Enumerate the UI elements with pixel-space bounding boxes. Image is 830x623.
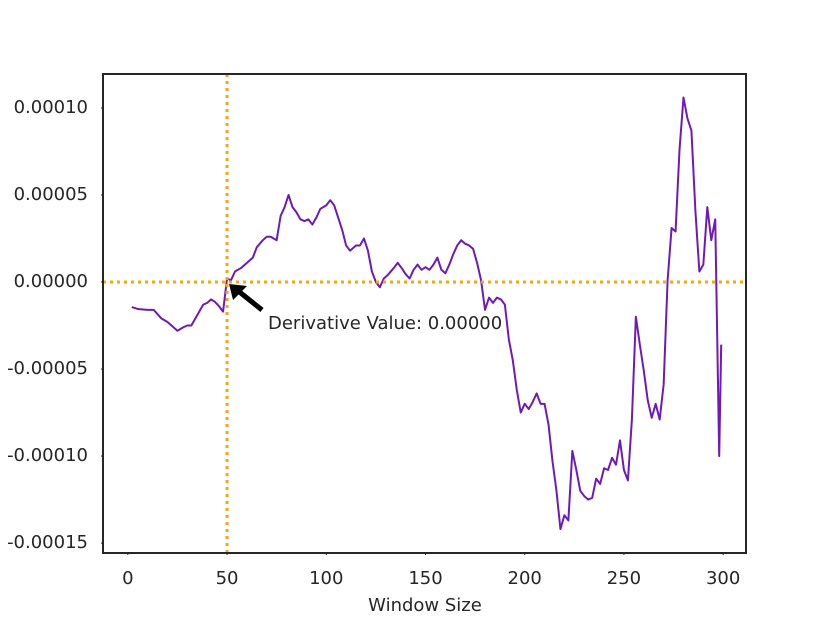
x-tick-label: 150 (408, 568, 442, 589)
x-tick-label: 50 (216, 568, 239, 589)
x-tick-label: 100 (309, 568, 343, 589)
y-tick-label: -0.00015 (7, 532, 88, 553)
y-tick-label: -0.00005 (7, 358, 88, 379)
y-tick-label: -0.00010 (7, 445, 88, 466)
annotation: Derivative Value: 0.00000 (268, 313, 502, 334)
x-axis-label: Window Size (368, 595, 482, 616)
annotation-arrow-head (229, 283, 248, 300)
plot-frame (102, 73, 747, 554)
x-tick-label: 0 (122, 568, 133, 589)
x-tick-label: 250 (607, 568, 641, 589)
x-tick-label: 200 (508, 568, 542, 589)
data-line (131, 96, 723, 531)
x-tick-label: 300 (706, 568, 740, 589)
y-tick-label: 0.00005 (14, 184, 88, 205)
y-tick-label: 0.00010 (14, 97, 88, 118)
y-tick-label: 0.00000 (14, 271, 88, 292)
annotation-arrow-shaft (235, 288, 264, 312)
